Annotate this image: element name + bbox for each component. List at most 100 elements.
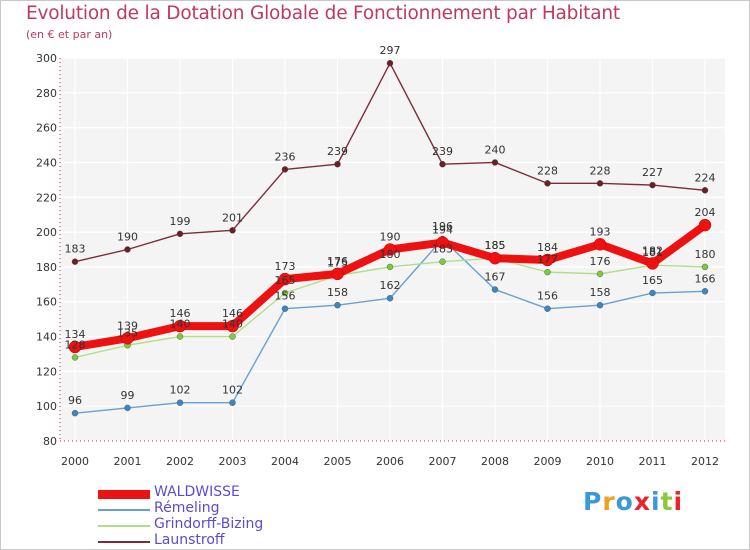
data-point-r-meling: [544, 305, 551, 312]
data-label-launstroff: 190: [117, 231, 138, 244]
data-point-grindorff-bizing: [71, 354, 79, 361]
data-point-grindorff-bizing: [386, 263, 394, 271]
chart-subtitle: (en € et par an): [26, 28, 113, 41]
data-label-launstroff: 227: [642, 166, 663, 179]
data-point-launstroff: [124, 246, 131, 253]
data-point-r-meling: [649, 289, 656, 297]
data-point-waldwisse: [698, 218, 712, 232]
x-tick-label: 2008: [481, 455, 509, 468]
y-tick-label: 220: [36, 191, 57, 204]
data-point-waldwisse: [541, 253, 554, 267]
data-point-launstroff: [649, 181, 656, 189]
data-label-waldwisse: 182: [642, 244, 663, 257]
data-point-grindorff-bizing: [439, 258, 446, 265]
data-point-grindorff-bizing: [596, 270, 604, 278]
y-tick-label: 160: [36, 296, 57, 309]
legend-label: WALDWISSE: [154, 484, 240, 500]
data-point-r-meling: [596, 302, 604, 309]
data-label-grindorff-bizing: 185: [485, 239, 506, 252]
data-point-waldwisse: [121, 332, 134, 345]
x-tick-label: 2012: [691, 455, 719, 468]
legend-label: Grindorff-Bizing: [154, 516, 264, 532]
data-label-waldwisse: 185: [485, 239, 506, 252]
logo-letter: o: [615, 487, 634, 516]
x-tick-label: 2003: [219, 455, 247, 468]
data-point-waldwisse: [278, 272, 292, 286]
data-point-r-meling: [701, 288, 709, 295]
data-point-grindorff-bizing: [281, 289, 289, 297]
y-tick-label: 140: [36, 331, 57, 344]
data-label-waldwisse: 134: [65, 328, 86, 341]
line-chart: 80 100 120 140 160 180 200 220 240 260 280 300 2000 2…: [36, 44, 725, 468]
legend-swatch: [98, 490, 150, 499]
data-point-waldwisse: [436, 236, 449, 249]
data-point-r-meling: [386, 295, 394, 302]
data-point-launstroff: [334, 160, 341, 168]
data-label-grindorff-bizing: 175: [327, 257, 348, 270]
data-label-grindorff-bizing: 177: [537, 253, 558, 266]
data-point-grindorff-bizing: [176, 333, 184, 340]
x-tick-label: 2004: [271, 455, 299, 468]
data-label-grindorff-bizing: 180: [380, 248, 401, 261]
chart-title: Evolution de la Dotation Globale de Fonc…: [26, 3, 620, 24]
data-label-r-meling: 162: [380, 279, 401, 292]
legend-label: Rémeling: [154, 500, 220, 516]
data-label-launstroff: 236: [275, 150, 296, 163]
legend-swatch: [98, 525, 150, 527]
data-label-grindorff-bizing: 128: [65, 338, 86, 351]
data-label-r-meling: 158: [590, 286, 611, 299]
y-tick-label: 200: [36, 226, 57, 239]
data-label-launstroff: 228: [537, 164, 558, 177]
y-tick-label: 280: [36, 87, 57, 100]
x-tick-label: 2002: [166, 455, 194, 468]
data-label-r-meling: 156: [275, 290, 296, 303]
data-label-r-meling: 165: [642, 274, 663, 287]
x-tick-label: 2000: [61, 455, 89, 468]
y-tick-label: 260: [36, 122, 57, 135]
data-point-grindorff-bizing: [229, 333, 236, 340]
data-point-launstroff: [491, 159, 499, 166]
data-point-r-meling: [176, 399, 184, 406]
data-point-grindorff-bizing: [544, 268, 551, 276]
data-label-waldwisse: 190: [380, 231, 401, 244]
data-label-grindorff-bizing: 176: [590, 255, 611, 268]
data-point-launstroff: [439, 160, 446, 168]
y-tick-label: 100: [36, 400, 57, 413]
data-point-r-meling: [229, 399, 236, 406]
data-point-launstroff: [71, 258, 79, 265]
data-label-launstroff: 239: [327, 145, 348, 158]
data-point-launstroff: [229, 227, 236, 234]
data-label-r-meling: 99: [121, 389, 135, 402]
data-point-waldwisse: [593, 238, 607, 251]
data-label-launstroff: 201: [222, 211, 243, 224]
data-label-grindorff-bizing: 180: [695, 248, 716, 261]
data-label-waldwisse: 194: [432, 224, 453, 237]
x-tick-label: 2005: [324, 455, 352, 468]
data-label-waldwisse: 204: [695, 206, 716, 219]
data-label-grindorff-bizing: 135: [117, 326, 138, 339]
data-label-waldwisse: 173: [275, 260, 296, 273]
data-label-waldwisse: 139: [117, 319, 138, 332]
logo-letter: r: [602, 487, 616, 516]
data-point-grindorff-bizing: [701, 263, 709, 271]
data-point-waldwisse: [226, 319, 239, 333]
data-label-grindorff-bizing: 183: [432, 243, 453, 256]
data-point-waldwisse: [173, 319, 187, 333]
x-tick-label: 2009: [534, 455, 562, 468]
data-label-r-meling: 156: [537, 290, 558, 303]
data-label-r-meling: 102: [170, 384, 191, 397]
logo-letter: t: [660, 487, 674, 516]
logo-letter: i: [651, 487, 661, 516]
data-point-launstroff: [386, 60, 394, 67]
x-tick-label: 2006: [376, 455, 404, 468]
y-tick-label: 180: [36, 261, 57, 274]
y-tick-label: 80: [43, 435, 57, 448]
data-label-launstroff: 224: [695, 171, 716, 184]
legend-swatch: [98, 541, 150, 543]
legend-swatch: [98, 509, 150, 511]
data-point-launstroff: [176, 230, 184, 238]
x-tick-label: 2011: [639, 455, 667, 468]
legend-label: Launstroff: [154, 532, 225, 548]
data-label-grindorff-bizing: 181: [642, 246, 663, 259]
data-point-r-meling: [491, 286, 499, 293]
